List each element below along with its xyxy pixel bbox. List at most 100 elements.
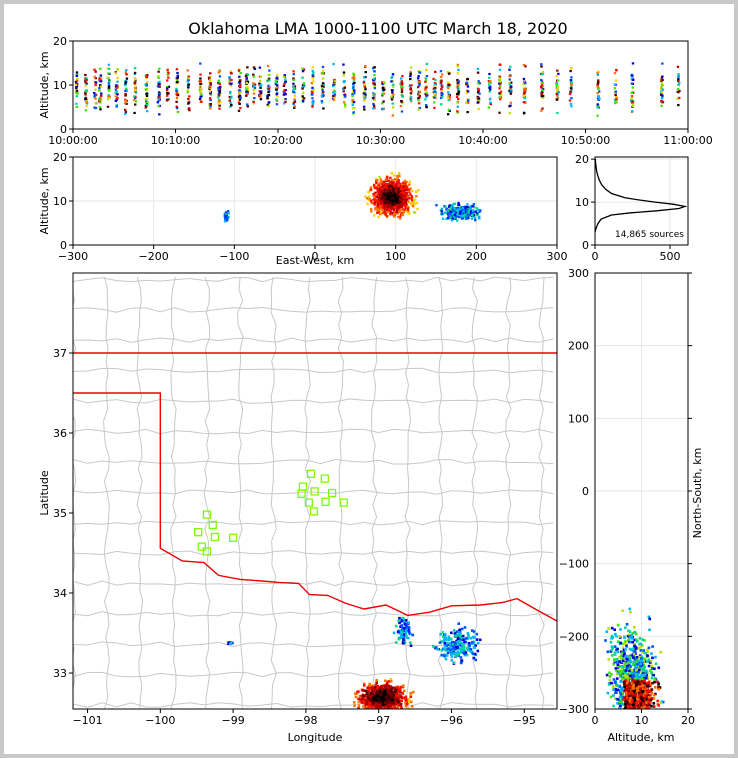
county-line	[236, 276, 244, 709]
source-point	[418, 82, 421, 86]
source-point	[425, 95, 428, 98]
source-point	[456, 84, 459, 87]
source-point	[175, 87, 178, 90]
source-point	[394, 197, 397, 200]
source-point	[645, 681, 649, 685]
source-point	[167, 71, 170, 75]
source-point	[634, 666, 637, 669]
station-marker	[297, 489, 306, 498]
source-point	[403, 200, 407, 203]
source-point	[620, 686, 623, 690]
source-point	[393, 205, 396, 209]
source-point	[476, 641, 480, 645]
source-point	[434, 70, 437, 74]
source-point	[631, 86, 635, 89]
source-point	[376, 193, 380, 196]
source-point	[440, 86, 444, 89]
source-point	[387, 693, 391, 697]
source-point	[471, 205, 474, 208]
source-point	[413, 202, 416, 205]
source-point	[370, 200, 373, 203]
source-point	[660, 91, 664, 94]
source-point	[409, 97, 412, 101]
source-point	[639, 642, 643, 646]
histogram-y-tick-label: 10	[575, 196, 589, 209]
source-point	[458, 632, 461, 635]
source-point	[625, 640, 629, 643]
source-point	[199, 95, 202, 98]
source-point	[343, 86, 347, 89]
source-point	[386, 179, 389, 182]
source-point	[433, 101, 436, 104]
source-point	[268, 79, 271, 82]
source-point	[456, 101, 459, 104]
source-point	[275, 74, 279, 77]
plan-view-y-tick-label: 37	[53, 347, 67, 360]
source-point	[460, 636, 464, 640]
source-point	[395, 210, 399, 214]
source-point	[644, 676, 648, 680]
source-point	[441, 635, 445, 638]
source-point	[381, 205, 384, 208]
source-point	[613, 87, 617, 90]
source-point	[373, 73, 376, 77]
source-point	[613, 653, 617, 656]
source-point	[369, 186, 373, 189]
source-point	[473, 636, 476, 639]
source-point	[99, 96, 102, 99]
source-point	[359, 694, 363, 698]
source-point	[400, 110, 404, 113]
source-point	[166, 94, 169, 97]
source-point	[523, 91, 526, 95]
source-point	[342, 80, 346, 84]
source-point	[466, 83, 469, 86]
source-point	[388, 690, 392, 693]
source-point	[384, 693, 387, 696]
source-point	[379, 212, 382, 216]
source-point	[632, 656, 635, 660]
source-point	[477, 88, 480, 91]
county-line	[538, 276, 545, 709]
source-point	[391, 75, 394, 79]
source-point	[387, 195, 391, 198]
source-point	[187, 83, 190, 86]
time-altitude-column	[106, 63, 111, 108]
source-point	[292, 101, 296, 104]
time-altitude-column	[596, 70, 601, 117]
source-point	[640, 671, 644, 675]
source-point	[389, 187, 393, 191]
source-point	[630, 74, 633, 77]
source-point	[373, 687, 376, 691]
source-point	[333, 90, 337, 93]
source-point	[376, 706, 380, 709]
source-point	[392, 208, 395, 211]
source-point	[660, 82, 664, 85]
source-point	[417, 81, 421, 84]
source-point	[384, 705, 388, 709]
altitude-ns-xlabel: Altitude, km	[607, 731, 674, 744]
source-point	[253, 96, 256, 100]
source-point	[416, 77, 420, 80]
source-point	[208, 85, 212, 88]
time-altitude-column	[498, 63, 503, 114]
source-point	[632, 662, 635, 666]
source-point	[456, 650, 460, 654]
source-point	[284, 93, 287, 96]
source-point	[391, 114, 395, 117]
source-point	[459, 656, 463, 659]
source-point	[361, 696, 364, 699]
source-point	[386, 175, 389, 179]
source-point	[383, 188, 386, 191]
source-point	[677, 72, 680, 76]
source-point	[454, 654, 458, 658]
source-point	[645, 671, 649, 674]
source-point	[449, 648, 452, 652]
source-point	[134, 89, 137, 92]
source-point	[386, 699, 390, 702]
ew-altitude-xlabel: East-West, km	[276, 254, 354, 267]
source-point	[633, 704, 637, 708]
source-point	[661, 700, 665, 704]
plan-view-x-tick-label: −95	[513, 714, 536, 727]
time-altitude-column	[266, 64, 271, 108]
source-point	[633, 638, 637, 642]
